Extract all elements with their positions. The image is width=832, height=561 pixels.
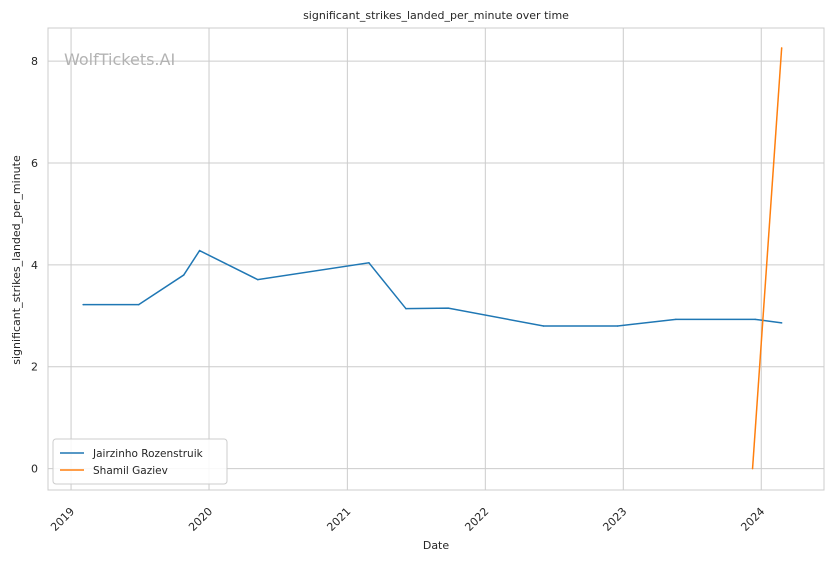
data-point xyxy=(542,325,545,327)
data-point xyxy=(616,325,619,327)
x-tick-label: 2021 xyxy=(324,505,353,534)
data-point xyxy=(405,307,407,310)
grid-lines xyxy=(48,28,824,490)
y-axis-ticks: 0 2 4 6 8 xyxy=(31,55,38,475)
series-line-2 xyxy=(751,47,783,469)
data-point xyxy=(780,47,783,49)
x-tick-label: 2020 xyxy=(186,505,215,534)
legend: Jairzinho Rozenstruik Shamil Gaziev xyxy=(52,438,228,485)
y-tick-label: 4 xyxy=(31,259,38,272)
legend-label: Shamil Gaziev xyxy=(93,465,168,477)
y-tick-label: 6 xyxy=(31,157,38,170)
data-point xyxy=(447,307,450,309)
series-lines xyxy=(82,47,783,470)
data-point xyxy=(780,322,783,324)
x-tick-label: 2023 xyxy=(600,505,629,534)
legend-label: Jairzinho Rozenstruik xyxy=(92,448,204,460)
chart-title: significant_strikes_landed_per_minute ov… xyxy=(303,9,569,22)
data-point xyxy=(182,274,185,276)
x-tick-label: 2022 xyxy=(462,505,491,534)
data-point xyxy=(82,303,84,306)
y-tick-label: 2 xyxy=(31,361,38,374)
y-tick-label: 0 xyxy=(31,463,38,476)
y-tick-label: 8 xyxy=(31,55,38,68)
data-point xyxy=(754,318,756,321)
data-point xyxy=(137,303,140,306)
y-axis-label: significant_strikes_landed_per_minute xyxy=(10,155,23,365)
x-tick-label: 2024 xyxy=(738,505,767,534)
data-point xyxy=(257,278,259,281)
plot-frame xyxy=(47,27,825,491)
x-axis-label: Date xyxy=(423,539,450,552)
watermark: WolfTickets.AI xyxy=(64,50,175,69)
x-axis-ticks: 2019 2020 2021 2022 2023 2024 xyxy=(48,505,767,534)
x-tick-label: 2019 xyxy=(48,505,77,534)
data-point xyxy=(198,249,201,252)
data-point xyxy=(368,262,370,264)
data-point xyxy=(675,318,677,321)
legend-box xyxy=(52,438,228,485)
data-point xyxy=(751,467,754,470)
series-line-1 xyxy=(83,249,782,327)
